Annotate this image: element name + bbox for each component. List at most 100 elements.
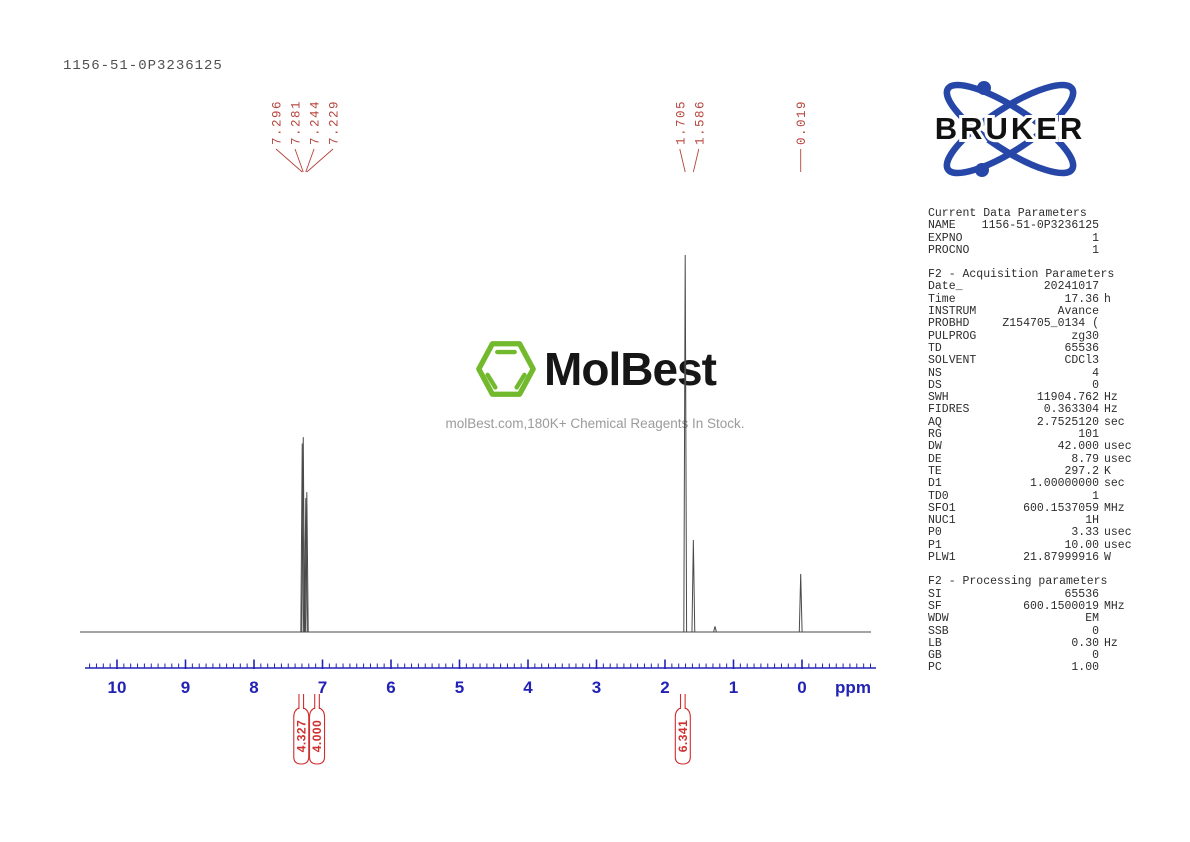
parameter-row: FIDRES 0.363304 Hz [928, 403, 1140, 417]
parameter-label: SOLVENT [928, 354, 977, 368]
peak-label: 7.281 [290, 100, 304, 145]
parameter-label: WDW [928, 612, 949, 626]
parameter-label: NS [928, 366, 942, 380]
parameter-row: PROBHD Z154705_0134 ( [928, 318, 1140, 331]
parameter-unit [1099, 331, 1140, 343]
parameter-row: EXPNO 1 [928, 231, 1140, 245]
parameter-unit [1099, 368, 1140, 380]
parameter-row: NS 4 [928, 366, 1140, 380]
x-axis-tick-label: 0 [797, 678, 806, 697]
parameter-row: INSTRUM Avance [928, 305, 1140, 318]
parameter-row: DS 0 [928, 378, 1140, 392]
peak-label-connector [306, 148, 334, 173]
parameter-unit: sec [1104, 477, 1125, 491]
parameter-unit: usec [1104, 538, 1132, 552]
parameter-value: EM [1085, 612, 1099, 626]
parameter-row: TE 297.2 K [928, 464, 1140, 478]
parameter-row: NAME 1156-51-0P3236125 [928, 219, 1140, 232]
parameter-label: SF [928, 599, 942, 613]
parameter-value: 0.30 [1071, 636, 1099, 650]
parameter-value: 65536 [1064, 587, 1099, 601]
parameter-label: TD0 [928, 489, 949, 503]
parameter-label: RG [928, 428, 942, 442]
peak-label: 7.229 [328, 100, 342, 145]
parameter-unit: sec [1104, 415, 1125, 429]
parameter-value: 21.87999916 [1023, 551, 1099, 565]
parameter-unit [1099, 662, 1140, 674]
parameter-value: 1 [1092, 231, 1099, 245]
parameter-row: SF 600.1500019 MHz [928, 599, 1140, 613]
parameter-row: RG 101 [928, 428, 1140, 442]
x-axis-tick-label: 5 [455, 678, 464, 697]
peak-label: 0.019 [795, 100, 809, 145]
peak-label-connector [294, 148, 304, 173]
bruker-wordmark: BRUKER [935, 111, 1086, 146]
parameter-value: 20241017 [1043, 280, 1099, 294]
parameter-label: PC [928, 661, 942, 675]
parameters-panel: Current Data Parameters NAME 1156-51-0P323… [928, 207, 1140, 687]
parameter-value: 0 [1092, 649, 1099, 663]
molbest-tagline: molBest.com,180K+ Chemical Reagents In S… [445, 416, 745, 431]
parameter-label: Date_ [928, 280, 963, 294]
parameter-unit [1099, 245, 1140, 257]
parameter-row: P1 10.00 usec [928, 538, 1140, 552]
bruker-orbits-icon [943, 81, 1077, 177]
parameter-label: P0 [928, 526, 942, 540]
parameter-row: DW 42.000 usec [928, 440, 1140, 454]
parameter-unit: MHz [1104, 501, 1125, 515]
parameter-value: CDCl3 [1064, 354, 1099, 368]
parameter-row: DE 8.79 usec [928, 453, 1140, 466]
parameter-unit: Hz [1104, 403, 1118, 417]
parameter-value: 17.36 [1064, 292, 1099, 306]
x-axis-tick-label: 4 [523, 678, 533, 697]
parameter-unit [1099, 306, 1140, 318]
parameter-label: TD [928, 341, 942, 355]
x-axis-tick-label: 6 [386, 678, 395, 697]
parameter-value: 0 [1092, 378, 1099, 392]
peak-label-connector [679, 148, 686, 173]
parameter-unit: MHz [1104, 599, 1125, 613]
parameter-unit: usec [1104, 440, 1132, 454]
parameter-unit: W [1104, 551, 1111, 565]
parameter-row: GB 0 [928, 649, 1140, 663]
parameter-value: 1 [1092, 489, 1099, 503]
spectrum-peak [691, 540, 696, 633]
parameter-value: 1.00000000 [1029, 477, 1099, 491]
parameter-row: PC 1.00 [928, 661, 1140, 675]
parameter-value: 600.1537059 [1023, 501, 1099, 515]
peak-label-connector [305, 148, 315, 173]
parameter-unit: h [1104, 292, 1111, 306]
parameter-unit [1099, 613, 1140, 625]
x-axis-tick-label: 3 [592, 678, 601, 697]
parameter-label: SWH [928, 391, 949, 405]
parameter-value: 42.000 [1057, 440, 1099, 454]
parameter-row: AQ 2.7525120 sec [928, 415, 1140, 429]
parameter-label: EXPNO [928, 231, 963, 245]
parameter-row: SSB 0 [928, 625, 1140, 638]
parameter-value: 1H [1085, 514, 1099, 528]
parameter-unit [1099, 233, 1140, 245]
parameter-row: NUC1 1H [928, 514, 1140, 528]
parameter-unit: K [1104, 464, 1111, 478]
parameter-section-title: Current Data Parameters [928, 207, 1087, 220]
parameter-value: 4 [1092, 366, 1099, 380]
parameter-unit [1099, 318, 1140, 330]
parameter-row: SFO1 600.1537059 MHz [928, 501, 1140, 515]
parameter-row: Time 17.36 h [928, 292, 1140, 306]
spectrum-peak [301, 437, 306, 633]
x-axis-tick-label: 7 [318, 678, 327, 697]
parameter-label: PROCNO [928, 243, 970, 257]
parameter-value: 11904.762 [1036, 391, 1099, 405]
parameter-label: NUC1 [928, 514, 956, 528]
parameter-row: Date_ 20241017 [928, 280, 1140, 294]
parameter-unit [1099, 343, 1140, 355]
parameter-value: 1 [1092, 243, 1099, 257]
parameter-unit [1099, 491, 1140, 503]
parameter-row: SOLVENT CDCl3 [928, 354, 1140, 368]
parameter-row: LB 0.30 Hz [928, 636, 1140, 650]
sample-id: 1156-51-0P3236125 [63, 58, 223, 74]
parameter-label: SI [928, 587, 942, 601]
peak-label-connector [275, 148, 303, 173]
parameter-unit [1099, 220, 1140, 232]
x-axis-unit-label: ppm [835, 678, 871, 697]
